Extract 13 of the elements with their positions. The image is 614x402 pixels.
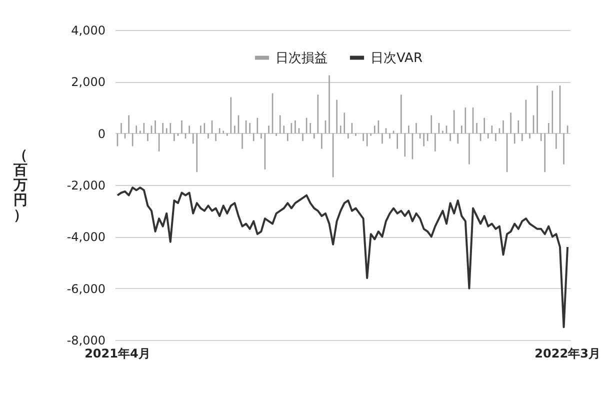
y-tick-label: -2,000: [66, 178, 106, 192]
y-tick-label: -6,000: [66, 282, 106, 296]
y-tick-label: 2,000: [71, 75, 106, 90]
x-tick-label: 2022年3月: [534, 346, 600, 360]
y-tick-label: -4,000: [66, 230, 106, 244]
legend-label: 日次損益: [276, 50, 328, 66]
y-tick-label: 0: [98, 126, 106, 141]
x-tick-label: 2021年4月: [84, 346, 150, 360]
y-tick-label: 4,000: [71, 24, 106, 38]
y-tick-label: -8,000: [66, 334, 106, 348]
y-axis-title: （百万円）: [12, 148, 28, 224]
line-series: [116, 186, 569, 328]
legend-label: 日次VAR: [370, 50, 422, 66]
